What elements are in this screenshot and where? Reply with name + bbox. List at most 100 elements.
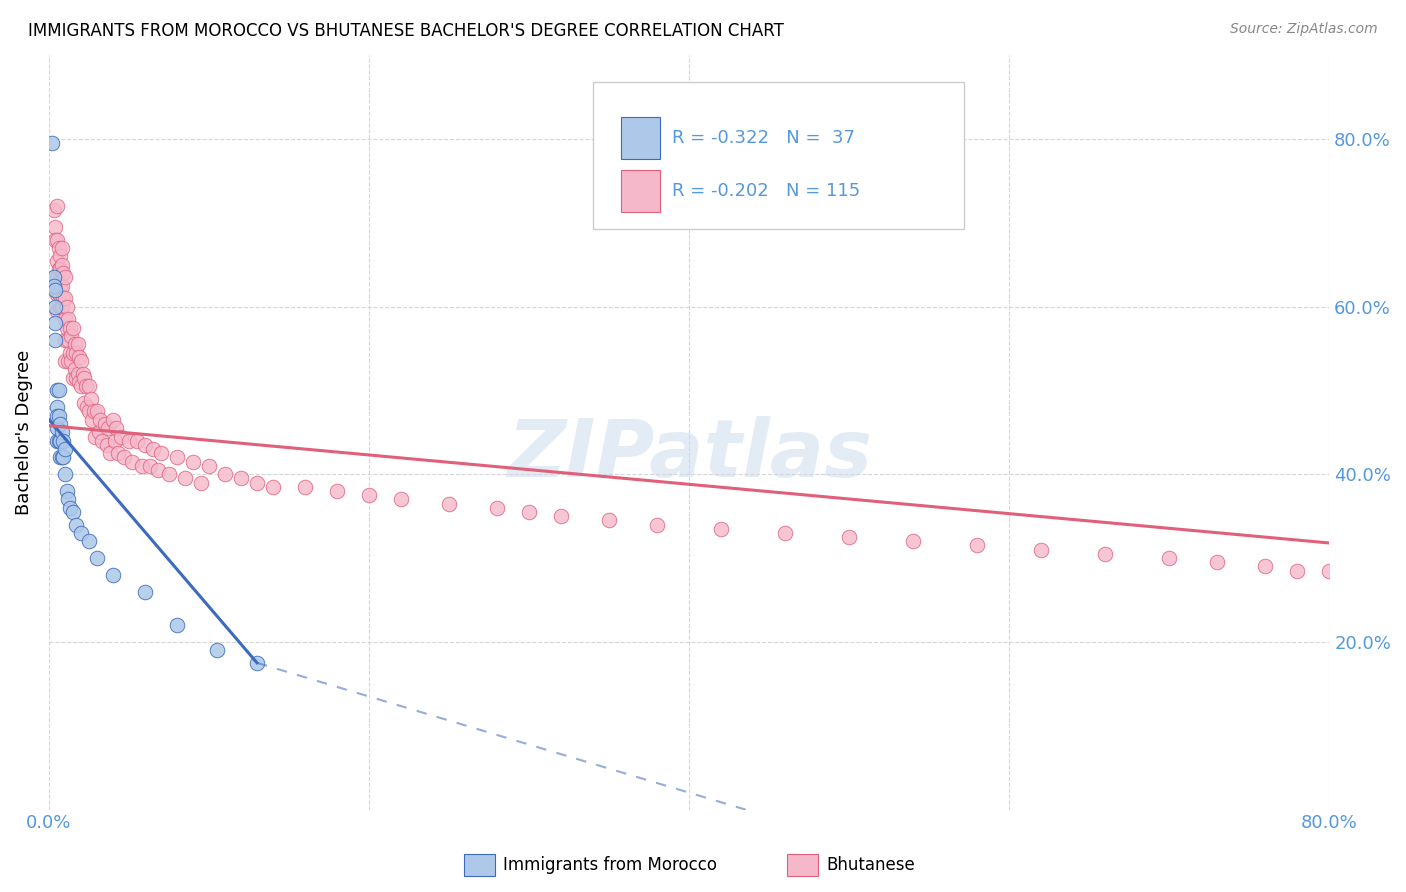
Point <box>51 425 73 440</box>
Point <box>48 287 70 301</box>
Point <box>486 500 509 515</box>
Point <box>52 450 75 465</box>
Point <box>67 350 90 364</box>
Point <box>517 505 540 519</box>
Point <box>44 317 66 331</box>
Point <box>42 278 65 293</box>
Bar <box>621 170 659 211</box>
Point <box>48 241 70 255</box>
Point <box>87 425 110 440</box>
Point <box>46 434 69 448</box>
Point <box>46 384 69 398</box>
Point <box>246 475 269 490</box>
Point <box>437 497 460 511</box>
Point <box>112 450 135 465</box>
Point <box>246 656 269 670</box>
Point <box>60 329 83 343</box>
Point <box>134 438 156 452</box>
Point <box>77 404 100 418</box>
Point <box>46 409 69 423</box>
Point <box>53 291 76 305</box>
Point <box>75 379 97 393</box>
Point <box>139 458 162 473</box>
Point <box>44 283 66 297</box>
Point <box>1254 559 1277 574</box>
Point <box>63 337 86 351</box>
Point <box>121 455 143 469</box>
Point <box>56 492 79 507</box>
Point <box>66 337 89 351</box>
Point <box>65 345 87 359</box>
Point <box>49 300 72 314</box>
Point <box>118 434 141 448</box>
Point <box>105 421 128 435</box>
Point <box>46 270 69 285</box>
Point <box>94 417 117 431</box>
Point <box>125 434 148 448</box>
Point <box>157 467 180 482</box>
Point <box>46 253 69 268</box>
Point <box>53 442 76 456</box>
Point <box>53 467 76 482</box>
Point <box>389 492 412 507</box>
Point <box>70 354 93 368</box>
Point <box>1206 555 1229 569</box>
Point <box>294 480 316 494</box>
Point <box>70 525 93 540</box>
Point <box>1317 564 1340 578</box>
Point <box>56 312 79 326</box>
Point <box>97 421 120 435</box>
Point <box>710 522 733 536</box>
Point <box>66 367 89 381</box>
Point <box>53 354 76 368</box>
Point <box>262 480 284 494</box>
Text: R = -0.202   N = 115: R = -0.202 N = 115 <box>672 182 860 200</box>
Point <box>150 446 173 460</box>
Point <box>62 320 84 334</box>
Point <box>52 434 75 448</box>
Point <box>76 400 98 414</box>
Point <box>89 413 111 427</box>
Point <box>62 505 84 519</box>
Point <box>55 320 77 334</box>
Point <box>773 525 796 540</box>
Point <box>214 467 236 482</box>
Point <box>73 371 96 385</box>
FancyBboxPatch shape <box>593 81 965 228</box>
Point <box>229 471 252 485</box>
Point <box>103 434 125 448</box>
Point <box>73 396 96 410</box>
Point <box>51 278 73 293</box>
Point <box>166 450 188 465</box>
Point <box>51 450 73 465</box>
Point <box>65 517 87 532</box>
Point <box>174 471 197 485</box>
Point <box>55 300 77 314</box>
Point <box>1286 564 1309 578</box>
Point <box>72 367 94 381</box>
Point <box>70 379 93 393</box>
Point <box>44 333 66 347</box>
Point <box>101 413 124 427</box>
Y-axis label: Bachelor's Degree: Bachelor's Degree <box>15 350 32 515</box>
Point <box>98 446 121 460</box>
Point <box>46 400 69 414</box>
Point <box>205 643 228 657</box>
Point <box>90 434 112 448</box>
Point <box>838 530 860 544</box>
Point <box>96 438 118 452</box>
Point <box>56 333 79 347</box>
Point <box>1094 547 1116 561</box>
Point <box>59 500 82 515</box>
Point <box>110 429 132 443</box>
Point <box>49 261 72 276</box>
Point <box>59 345 82 359</box>
Point <box>67 375 90 389</box>
Point <box>44 233 66 247</box>
Point <box>59 320 82 334</box>
Point <box>190 475 212 490</box>
Point <box>52 291 75 305</box>
Point <box>86 551 108 566</box>
Point <box>82 413 104 427</box>
Text: ZIPatlas: ZIPatlas <box>506 416 872 494</box>
